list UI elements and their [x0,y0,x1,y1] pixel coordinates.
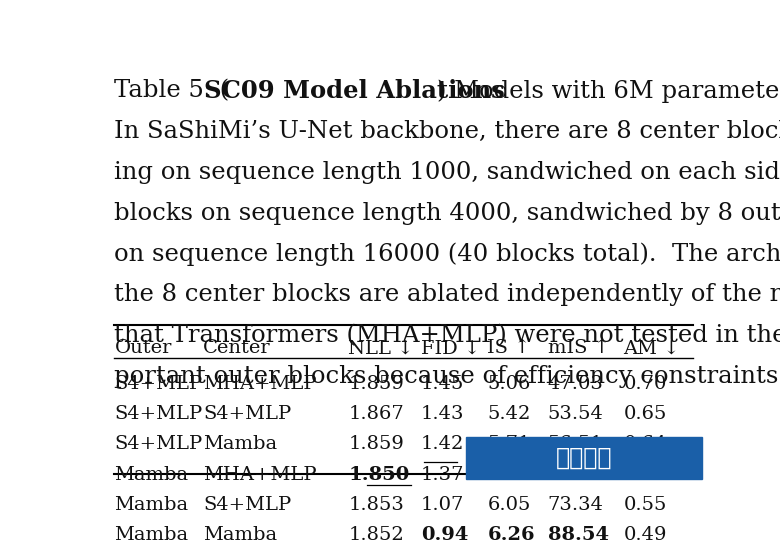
Text: S4+MLP: S4+MLP [204,496,292,514]
Text: Outer: Outer [115,339,172,357]
Text: 0.55: 0.55 [623,496,667,514]
Text: ing on sequence length 1000, sandwiched on each side by 8 outer: ing on sequence length 1000, sandwiched … [115,161,780,184]
Text: the 8 center blocks are ablated independently of the rest.  Note: the 8 center blocks are ablated independ… [115,283,780,306]
Text: SC09 Model Ablations: SC09 Model Ablations [204,79,505,103]
Text: on sequence length 16000 (40 blocks total).  The architecture of: on sequence length 16000 (40 blocks tota… [115,242,780,266]
Text: 58.23: 58.23 [548,465,604,484]
Text: 1.37: 1.37 [421,465,464,484]
Text: 5.71: 5.71 [488,435,530,453]
Text: 0.65: 0.65 [623,405,667,423]
Text: 0.62: 0.62 [623,465,667,484]
Text: 1.867: 1.867 [349,405,404,423]
Text: 6.26: 6.26 [488,526,535,540]
Text: 47.03: 47.03 [548,375,604,393]
Text: 5.06: 5.06 [488,375,530,393]
Text: Table 5: (: Table 5: ( [115,79,229,103]
Text: NLL ↓: NLL ↓ [349,339,414,357]
Text: FID ↓: FID ↓ [421,339,480,357]
Text: S4+MLP: S4+MLP [115,405,203,423]
Text: 1.42: 1.42 [421,435,464,453]
Text: portant outer blocks because of efficiency constraints.: portant outer blocks because of efficien… [115,364,780,388]
Text: MHA+MLP: MHA+MLP [204,375,317,393]
Text: 1.45: 1.45 [421,375,464,393]
Text: IS ↑: IS ↑ [488,339,531,357]
Text: Mamba: Mamba [204,526,278,540]
Text: 0.94: 0.94 [421,526,468,540]
Text: 1.43: 1.43 [421,405,464,423]
Text: blocks on sequence length 4000, sandwiched by 8 outer blocks: blocks on sequence length 4000, sandwich… [115,201,780,225]
Text: 0.70: 0.70 [623,375,667,393]
Text: that Transformers (MHA+MLP) were not tested in the more im-: that Transformers (MHA+MLP) were not tes… [115,324,780,347]
Text: S4+MLP: S4+MLP [115,375,203,393]
Text: MHA+MLP: MHA+MLP [204,465,317,484]
Text: mIS ↑: mIS ↑ [548,339,610,357]
Text: 5.42: 5.42 [488,405,530,423]
Text: S4+MLP: S4+MLP [204,405,292,423]
Text: 1.853: 1.853 [349,496,404,514]
Text: Mamba: Mamba [204,435,278,453]
Text: 1.852: 1.852 [349,526,404,540]
Text: 5.63: 5.63 [488,465,531,484]
Text: Mamba: Mamba [115,496,189,514]
Text: 6.05: 6.05 [488,496,530,514]
Text: 1.859: 1.859 [349,375,404,393]
Bar [466,437,702,478]
Text: 1.859: 1.859 [349,435,404,453]
Text: Center: Center [204,339,271,357]
Text: 53.54: 53.54 [548,405,604,423]
Text: S4+MLP: S4+MLP [115,435,203,453]
Text: Mamba: Mamba [115,526,189,540]
Text: Mamba: Mamba [115,465,189,484]
Text: 0.64: 0.64 [623,435,667,453]
Text: 1.850: 1.850 [349,465,410,484]
Text: AM ↓: AM ↓ [623,339,680,357]
Text: In SaShiMi’s U-Net backbone, there are 8 center blocks operat-: In SaShiMi’s U-Net backbone, there are 8… [115,120,780,143]
Text: 0.49: 0.49 [623,526,667,540]
Text: 88.54: 88.54 [548,526,609,540]
Text: 1.07: 1.07 [421,496,464,514]
Text: 73.34: 73.34 [548,496,604,514]
Text: 智能探索: 智能探索 [556,446,612,470]
Text: ) Models with 6M parameters.: ) Models with 6M parameters. [437,79,780,103]
Text: 56.51: 56.51 [548,435,604,453]
